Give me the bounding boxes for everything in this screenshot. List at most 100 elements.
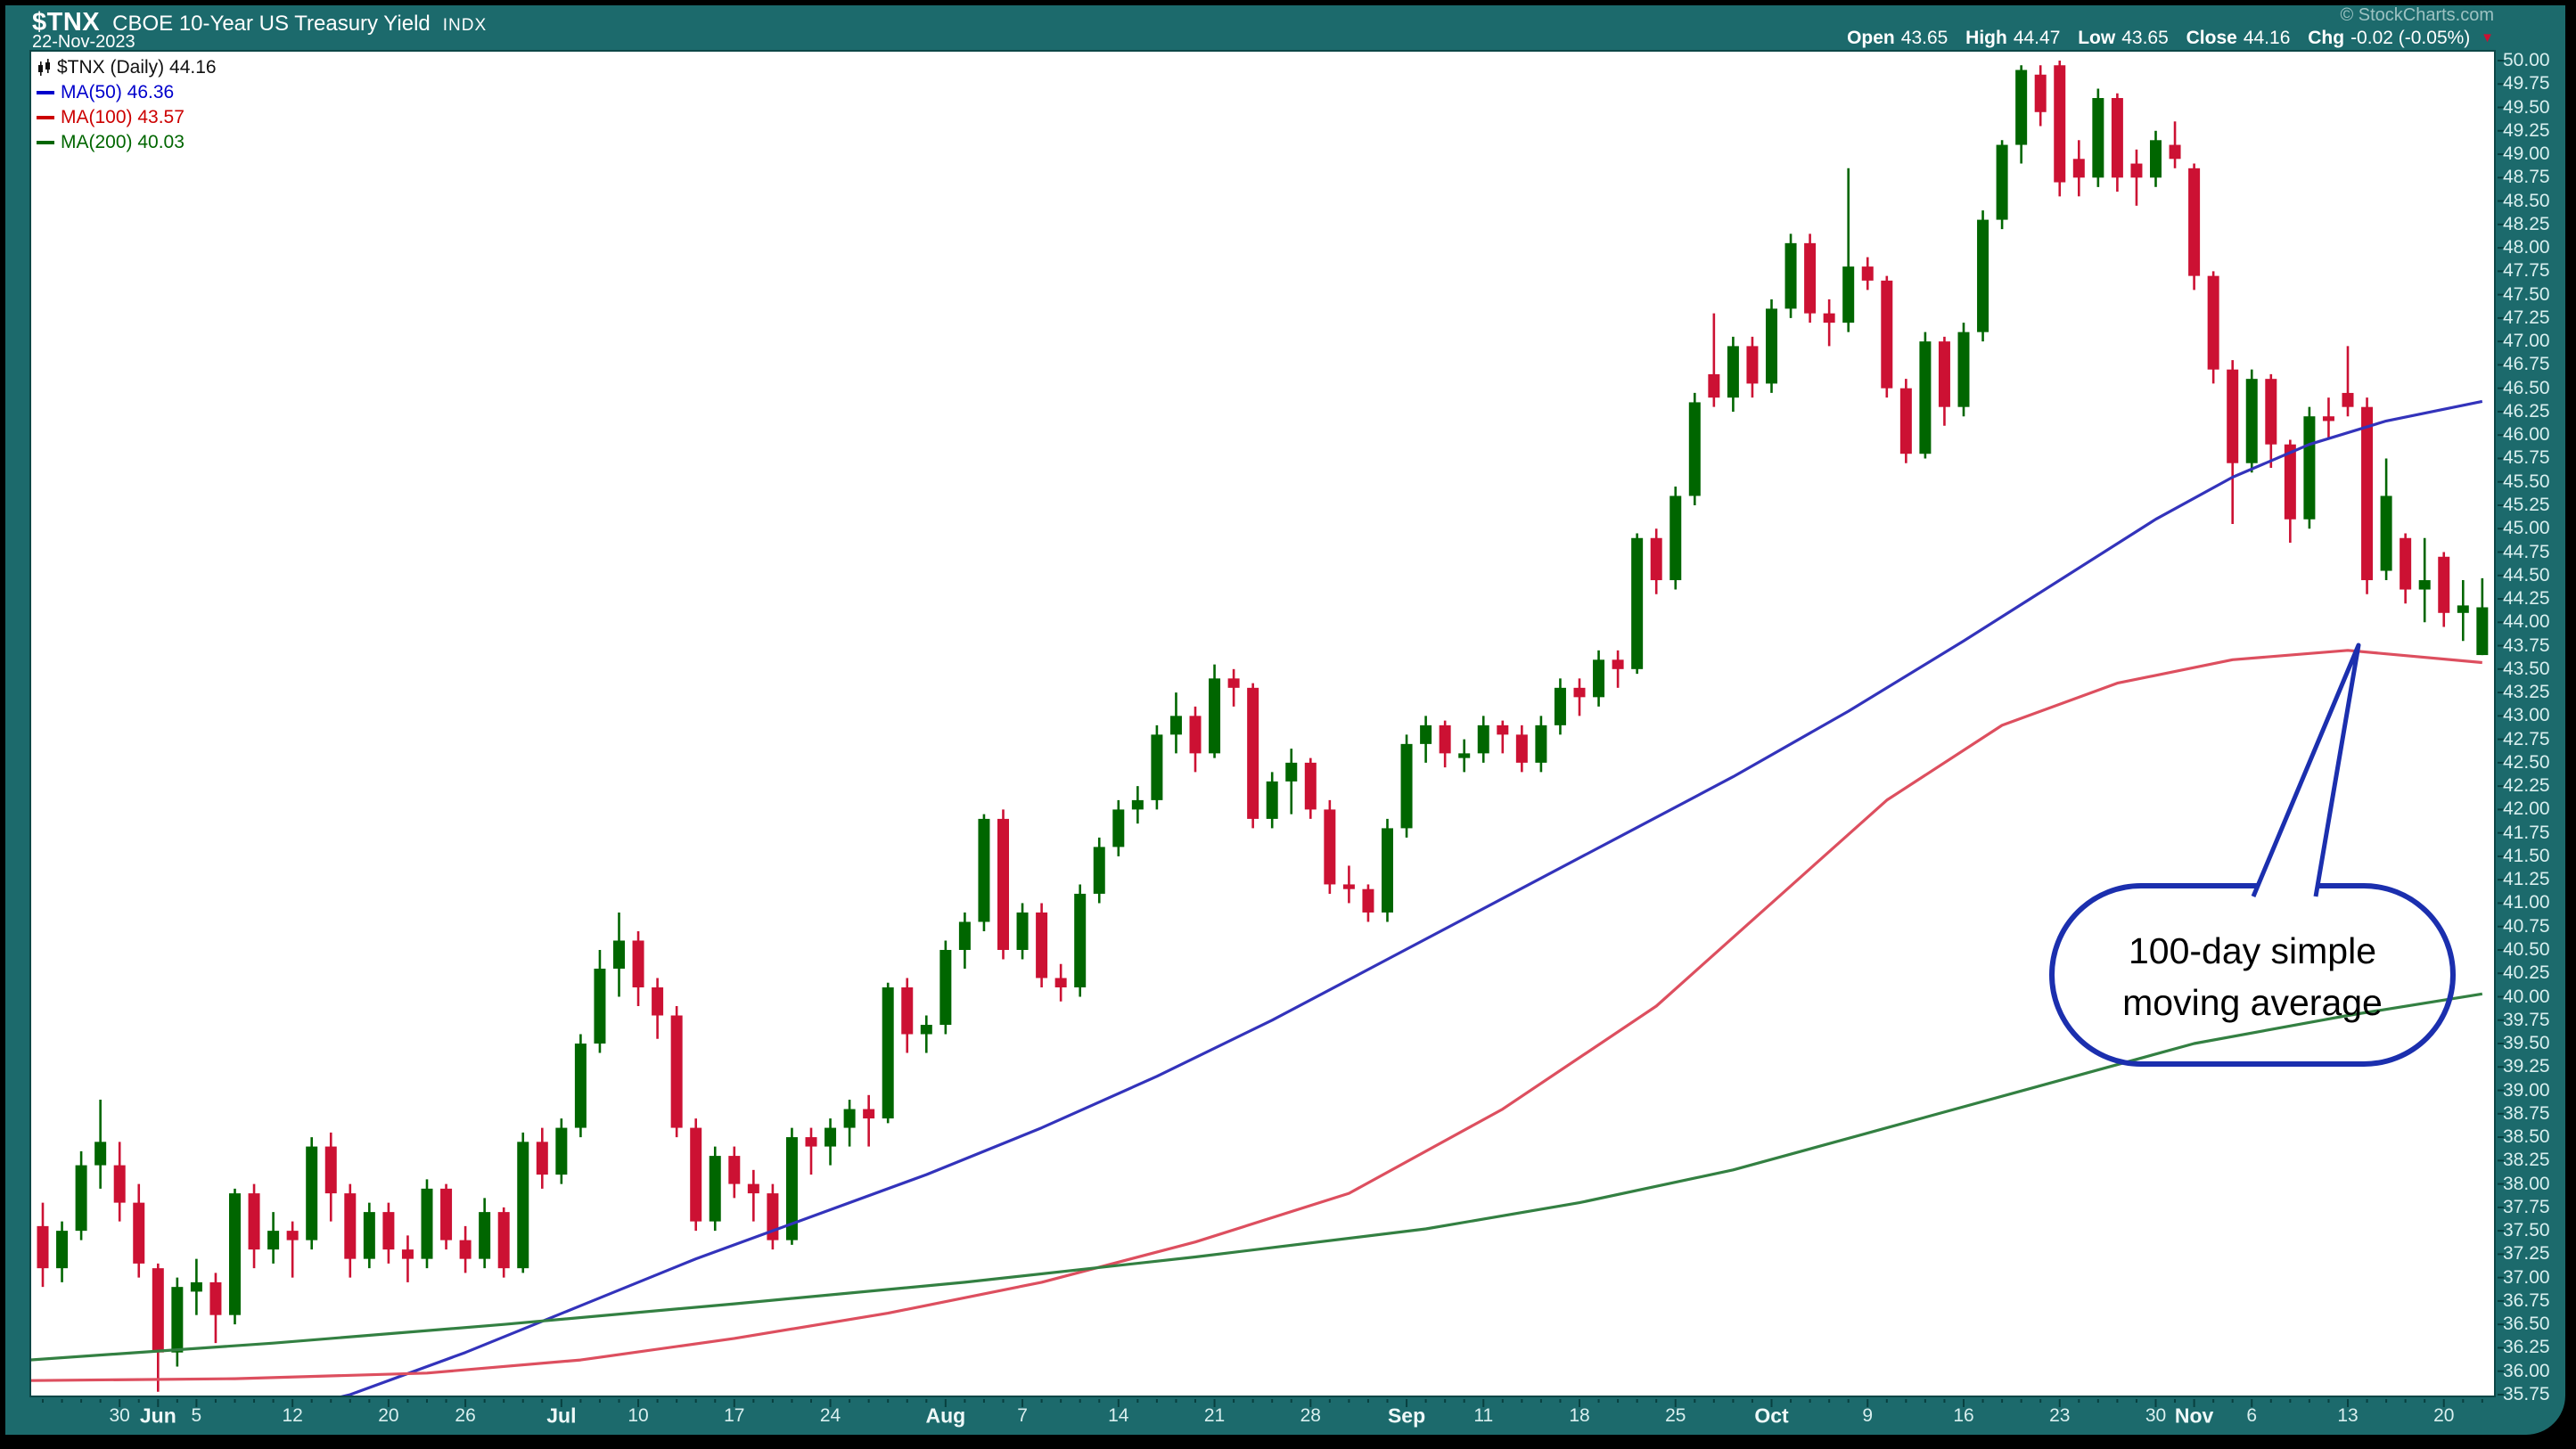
y-axis-label: 45.25	[2503, 494, 2550, 515]
y-axis-label: 45.00	[2503, 518, 2550, 539]
y-axis-label: 37.25	[2503, 1243, 2550, 1265]
y-axis-label: 41.00	[2503, 892, 2550, 913]
y-axis-label: 39.25	[2503, 1056, 2550, 1077]
close-label: Close	[2186, 28, 2237, 48]
y-axis-label: 39.75	[2503, 1009, 2550, 1030]
chg-down-arrow-icon: ▼	[2481, 30, 2494, 45]
y-axis-label: 50.00	[2503, 50, 2550, 70]
y-axis-label: 48.50	[2503, 190, 2550, 211]
chart-date: 22-Nov-2023	[32, 32, 135, 52]
chart-legend: $TNX (Daily) 44.16 MA(50) 46.36 MA(100) …	[37, 55, 217, 155]
y-axis-label: 42.75	[2503, 728, 2550, 749]
y-axis-label: 44.50	[2503, 564, 2550, 585]
x-axis-label: 16	[1953, 1405, 1974, 1426]
ma100-swatch-icon	[37, 116, 54, 119]
y-axis-label: 47.75	[2503, 260, 2550, 282]
y-axis-label: 38.25	[2503, 1150, 2550, 1171]
y-axis-label: 48.00	[2503, 237, 2550, 258]
chart-title: $TNX CBOE 10-Year US Treasury Yield INDX	[32, 8, 487, 37]
x-axis-label: 30	[109, 1405, 130, 1426]
y-axis-label: 36.50	[2503, 1314, 2550, 1335]
ma50-swatch-icon	[37, 91, 54, 94]
y-axis-label: 46.75	[2503, 354, 2550, 375]
ma200-swatch-icon	[37, 141, 54, 144]
y-axis-label: 42.25	[2503, 775, 2550, 797]
y-axis-label: 40.75	[2503, 915, 2550, 937]
y-axis-label: 49.00	[2503, 143, 2550, 165]
legend-row-ma100: MA(100) 43.57	[37, 105, 217, 130]
legend-row-ma50: MA(50) 46.36	[37, 80, 217, 105]
chg-value: -0.02 (-0.05%)	[2350, 28, 2471, 48]
x-axis-label: 28	[1300, 1405, 1321, 1426]
close-value: 44.16	[2243, 28, 2291, 48]
x-axis-month-label: Nov	[2174, 1404, 2214, 1428]
exchange-suffix: INDX	[442, 16, 488, 35]
y-axis-label: 43.25	[2503, 682, 2550, 703]
y-axis-label: 49.25	[2503, 119, 2550, 141]
y-axis-label: 43.50	[2503, 658, 2550, 679]
x-axis-label: 9	[1862, 1405, 1874, 1426]
x-axis-label: 18	[1569, 1405, 1590, 1426]
high-label: High	[1965, 28, 2007, 48]
x-axis-label: 20	[2433, 1405, 2455, 1426]
y-axis-label: 39.50	[2503, 1033, 2550, 1054]
y-axis-label: 48.25	[2503, 213, 2550, 234]
x-axis-label: 20	[378, 1405, 399, 1426]
y-axis-label: 41.75	[2503, 822, 2550, 843]
x-axis-label: 10	[628, 1405, 649, 1426]
instrument-name: CBOE 10-Year US Treasury Yield	[112, 12, 431, 36]
x-axis-label: 23	[2049, 1405, 2071, 1426]
x-axis-label: 30	[2145, 1405, 2167, 1426]
y-axis-label: 41.25	[2503, 869, 2550, 890]
legend-ma50-label: MA(50) 46.36	[61, 82, 175, 102]
y-axis-label: 35.75	[2503, 1383, 2550, 1404]
y-axis-label: 44.25	[2503, 588, 2550, 610]
y-axis-label: 49.50	[2503, 96, 2550, 118]
chg-label: Chg	[2308, 28, 2345, 48]
y-axis-label: 43.00	[2503, 705, 2550, 726]
x-axis-label: 24	[819, 1405, 841, 1426]
y-axis-label: 47.00	[2503, 331, 2550, 352]
y-axis-label: 47.50	[2503, 283, 2550, 305]
y-axis-label: 45.50	[2503, 471, 2550, 492]
x-axis-month-label: Jun	[139, 1404, 176, 1428]
y-axis-label: 36.00	[2503, 1360, 2550, 1381]
open-value: 43.65	[1900, 28, 1948, 48]
y-axis-label: 37.00	[2503, 1266, 2550, 1288]
y-axis-label: 40.50	[2503, 938, 2550, 960]
y-axis-label: 46.50	[2503, 377, 2550, 398]
y-axis-label: 40.25	[2503, 962, 2550, 984]
x-axis-label: 25	[1665, 1405, 1686, 1426]
y-axis-label: 36.25	[2503, 1337, 2550, 1358]
copyright-label: © StockCharts.com	[2340, 5, 2494, 25]
x-axis-month-label: Oct	[1754, 1404, 1789, 1428]
x-axis-label: 6	[2246, 1405, 2258, 1426]
legend-price-label: $TNX (Daily) 44.16	[57, 57, 217, 78]
high-value: 44.47	[2013, 28, 2061, 48]
x-axis-label: 12	[282, 1405, 303, 1426]
symbol-label: $TNX	[32, 8, 101, 37]
x-axis-label: 7	[1017, 1405, 1028, 1426]
x-axis-month-label: Sep	[1387, 1404, 1426, 1428]
y-axis-label: 37.50	[2503, 1220, 2550, 1241]
low-label: Low	[2078, 28, 2116, 48]
x-axis-month-label: Jul	[546, 1404, 577, 1428]
y-axis-label: 39.00	[2503, 1079, 2550, 1101]
x-axis-label: 17	[724, 1405, 745, 1426]
legend-ma100-label: MA(100) 43.57	[61, 107, 185, 127]
x-axis-label: 13	[2337, 1405, 2359, 1426]
open-label: Open	[1847, 28, 1895, 48]
x-axis-month-label: Aug	[925, 1404, 966, 1428]
y-axis-label: 41.50	[2503, 845, 2550, 866]
y-axis-label: 43.75	[2503, 634, 2550, 656]
plot-area	[29, 50, 2496, 1397]
y-axis-label: 49.75	[2503, 73, 2550, 94]
x-axis-label: 14	[1108, 1405, 1129, 1426]
y-axis-label: 37.75	[2503, 1196, 2550, 1217]
y-axis-label: 48.75	[2503, 167, 2550, 188]
y-axis-label: 46.00	[2503, 424, 2550, 446]
y-axis-label: 45.75	[2503, 447, 2550, 469]
ohlc-quote-row: Open 43.65 High 44.47 Low 43.65 Close 44.16 …	[1847, 28, 2494, 49]
y-axis-label: 40.00	[2503, 986, 2550, 1007]
